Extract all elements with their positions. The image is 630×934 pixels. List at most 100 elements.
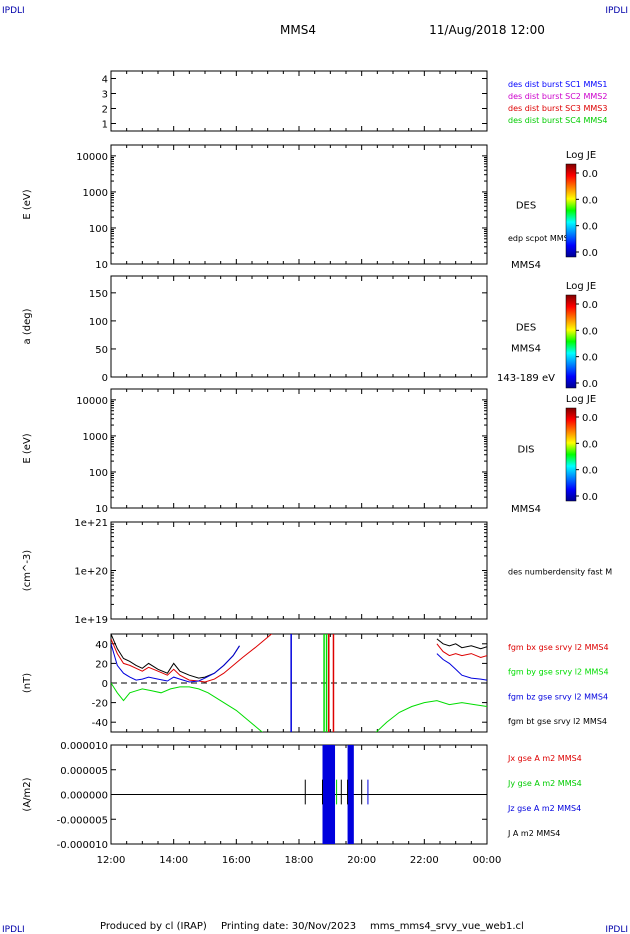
current-density-xtick-label: 22:00: [410, 855, 439, 866]
magnetic-field-series-line: [436, 638, 487, 650]
dis-energy-bottom-label: MMS4: [511, 504, 541, 515]
des-energy-colorbar-tick-label: 0.0: [582, 248, 598, 259]
footer-printing-date: Printing date: 30/Nov/2023: [221, 921, 356, 932]
corner-label-top-left: IPDLI: [2, 6, 25, 16]
magnetic-field-series-line: [111, 634, 240, 679]
burst-availability-ytick-label: 4: [102, 75, 108, 86]
magnetic-field-legend-entry: fgm by gse srvy l2 MMS4: [508, 668, 609, 677]
dis-energy-colorbar-tick-label: 0.0: [582, 439, 598, 450]
magnetic-field-ytick-label: -40: [92, 718, 108, 729]
current-density-ytick-label: 0.000010: [60, 741, 108, 752]
dis-energy-colorbar-tick-label: 0.0: [582, 466, 598, 477]
footer-file: mms_mms4_srvy_vue_web1.cl: [370, 921, 524, 932]
density-ytick-label: 1e+21: [74, 518, 108, 529]
des-energy-ytick-label: 100: [89, 224, 108, 235]
burst-availability-legend-entry: des dist burst SC3 MMS3: [508, 104, 607, 113]
magnetic-field-ytick-label: 40: [95, 640, 108, 651]
des-energy-ytick-label: 10000: [76, 152, 108, 163]
magnetic-field-series-line: [436, 643, 487, 659]
des-pitch-angle-bottom-label: 143-189 eV: [497, 373, 555, 384]
des-pitch-angle-frame: [110, 275, 488, 378]
dis-energy-ytick-label: 100: [89, 468, 108, 479]
dis-energy-colorbar-tick-label: 0.0: [582, 492, 598, 503]
des-pitch-angle-sub-label: MMS4: [511, 344, 541, 355]
magnetic-field-series-line: [436, 653, 487, 681]
current-density-ytick-label: -0.000010: [57, 840, 108, 851]
current-density-ytick-label: 0.000005: [60, 766, 108, 777]
burst-availability-ytick-label: 2: [102, 105, 108, 116]
corner-label-bottom-left: IPDLI: [2, 925, 25, 934]
des-pitch-angle-ylabel: a (deg): [22, 308, 33, 344]
current-density-burst-region: [347, 745, 354, 844]
dis-energy-colorbar-tick-label: 0.0: [582, 413, 598, 424]
magnetic-field-series-line: [111, 682, 263, 732]
magnetic-field-legend-entry: fgm bx gse srvy l2 MMS4: [508, 643, 609, 652]
dis-energy-ytick-label: 1000: [83, 432, 108, 443]
current-density-ytick-label: -0.000005: [57, 815, 108, 826]
current-density-legend-entry: Jy gse A m2 MMS4: [507, 779, 582, 788]
current-density-xtick-label: 16:00: [222, 855, 251, 866]
burst-availability-legend-entry: des dist burst SC4 MMS4: [508, 116, 607, 125]
des-pitch-angle-colorbar-tick-label: 0.0: [582, 353, 598, 364]
magnetic-field-series-line: [375, 700, 487, 732]
spacecraft-title: MMS4: [280, 23, 316, 37]
des-energy-colorbar-tick-label: 0.0: [582, 222, 598, 233]
burst-availability-ytick-label: 3: [102, 90, 108, 101]
density-ytick-label: 1e+19: [74, 615, 108, 626]
dis-energy-ytick-label: 10: [95, 504, 108, 515]
panels: 1 2 3 4 des dist burst SC1 MMS1 des dist burs…: [22, 70, 612, 866]
des-pitch-angle-ytick-label: 100: [89, 317, 108, 328]
dis-energy-ytick-label: 10000: [76, 396, 108, 407]
des-pitch-angle-ytick-label: 0: [102, 373, 108, 384]
dis-energy-frame: [110, 388, 488, 509]
dis-energy-colorbar: [565, 407, 577, 502]
des-energy-colorbar-title: Log JE: [566, 150, 596, 161]
corner-label-bottom-right: IPDLI: [605, 925, 628, 934]
magnetic-field-ylabel: (nT): [22, 673, 33, 693]
density-ytick-label: 1e+20: [74, 567, 108, 578]
des-pitch-angle-instrument-label: DES: [516, 323, 536, 334]
des-energy-ytick-label: 1000: [83, 188, 108, 199]
des-pitch-angle-ytick-label: 50: [95, 345, 108, 356]
des-energy-frame: [110, 144, 488, 265]
burst-availability-legend-entry: des dist burst SC1 MMS1: [508, 80, 607, 89]
magnetic-field-frame: [110, 633, 488, 733]
des-pitch-angle-colorbar-tick-label: 0.0: [582, 326, 598, 337]
current-density-burst-region: [322, 745, 336, 844]
corner-label-top-right: IPDLI: [605, 6, 628, 16]
des-energy-instrument-label: DES: [516, 201, 536, 212]
des-energy-colorbar: [565, 163, 577, 258]
magnetic-field-series-line: [111, 643, 240, 683]
footer-producer: Produced by cl (IRAP): [100, 921, 207, 932]
current-density-xtick-label: 12:00: [97, 855, 126, 866]
current-density-legend-entry: Jz gse A m2 MMS4: [507, 804, 581, 813]
current-density-legend-entry: J A m2 MMS4: [507, 829, 560, 838]
des-pitch-angle-colorbar-tick-label: 0.0: [582, 379, 598, 390]
des-energy-colorbar-tick-label: 0.0: [582, 169, 598, 180]
des-pitch-angle-ytick-label: 150: [89, 289, 108, 300]
dis-energy-ylabel: E (eV): [22, 433, 33, 463]
des-energy-colorbar-tick-label: 0.0: [582, 195, 598, 206]
magnetic-field-legend-entry: fgm bt gse srvy l2 MMS4: [508, 717, 607, 726]
magnetic-field-ytick-label: 20: [95, 659, 108, 670]
current-density-legend-entry: Jx gse A m2 MMS4: [507, 754, 582, 763]
des-energy-overlay-label: edp scpot MMS4: [508, 234, 574, 243]
magnetic-field-legend-entry: fgm bz gse srvy l2 MMS4: [508, 692, 608, 701]
current-density-xtick-label: 00:00: [473, 855, 502, 866]
density-legend-entry: des numberdensity fast M: [508, 568, 612, 577]
magnetic-field-ytick-label: 0: [102, 679, 108, 690]
current-density-xtick-label: 18:00: [285, 855, 314, 866]
burst-availability-legend-entry: des dist burst SC2 MMS2: [508, 92, 607, 101]
magnetic-field-series-line: [111, 634, 273, 683]
dis-energy-instrument-label: DIS: [518, 445, 535, 456]
des-energy-ytick-label: 10: [95, 260, 108, 271]
des-pitch-angle-colorbar-tick-label: 0.0: [582, 300, 598, 311]
current-density-ytick-label: 0.000000: [60, 791, 108, 802]
current-density-xtick-label: 20:00: [347, 855, 376, 866]
burst-availability-ytick-label: 1: [102, 120, 108, 131]
current-density-xtick-label: 14:00: [159, 855, 188, 866]
density-frame: [110, 521, 488, 620]
density-ylabel: (cm^-3): [22, 550, 33, 591]
des-pitch-angle-colorbar: [565, 294, 577, 389]
